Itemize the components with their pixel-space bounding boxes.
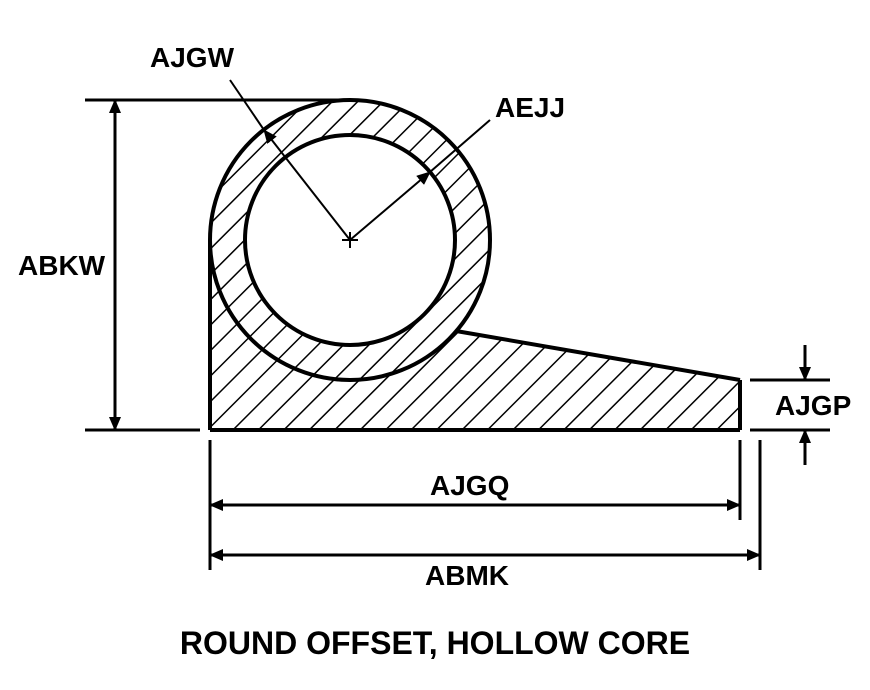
aejj-label: AEJJ <box>495 92 565 124</box>
abkw-label: ABKW <box>18 250 105 282</box>
cross-section-hatch <box>210 100 740 430</box>
ajgw-leader <box>264 130 350 240</box>
diagram-title: ROUND OFFSET, HOLLOW CORE <box>0 625 870 662</box>
ajgw-leader-ext <box>230 80 264 130</box>
abmk-label: ABMK <box>425 560 509 592</box>
ajgq-label: AJGQ <box>430 470 509 502</box>
ajgp-label: AJGP <box>775 390 851 422</box>
aejj-leader <box>350 172 430 240</box>
ajgw-label: AJGW <box>150 42 234 74</box>
